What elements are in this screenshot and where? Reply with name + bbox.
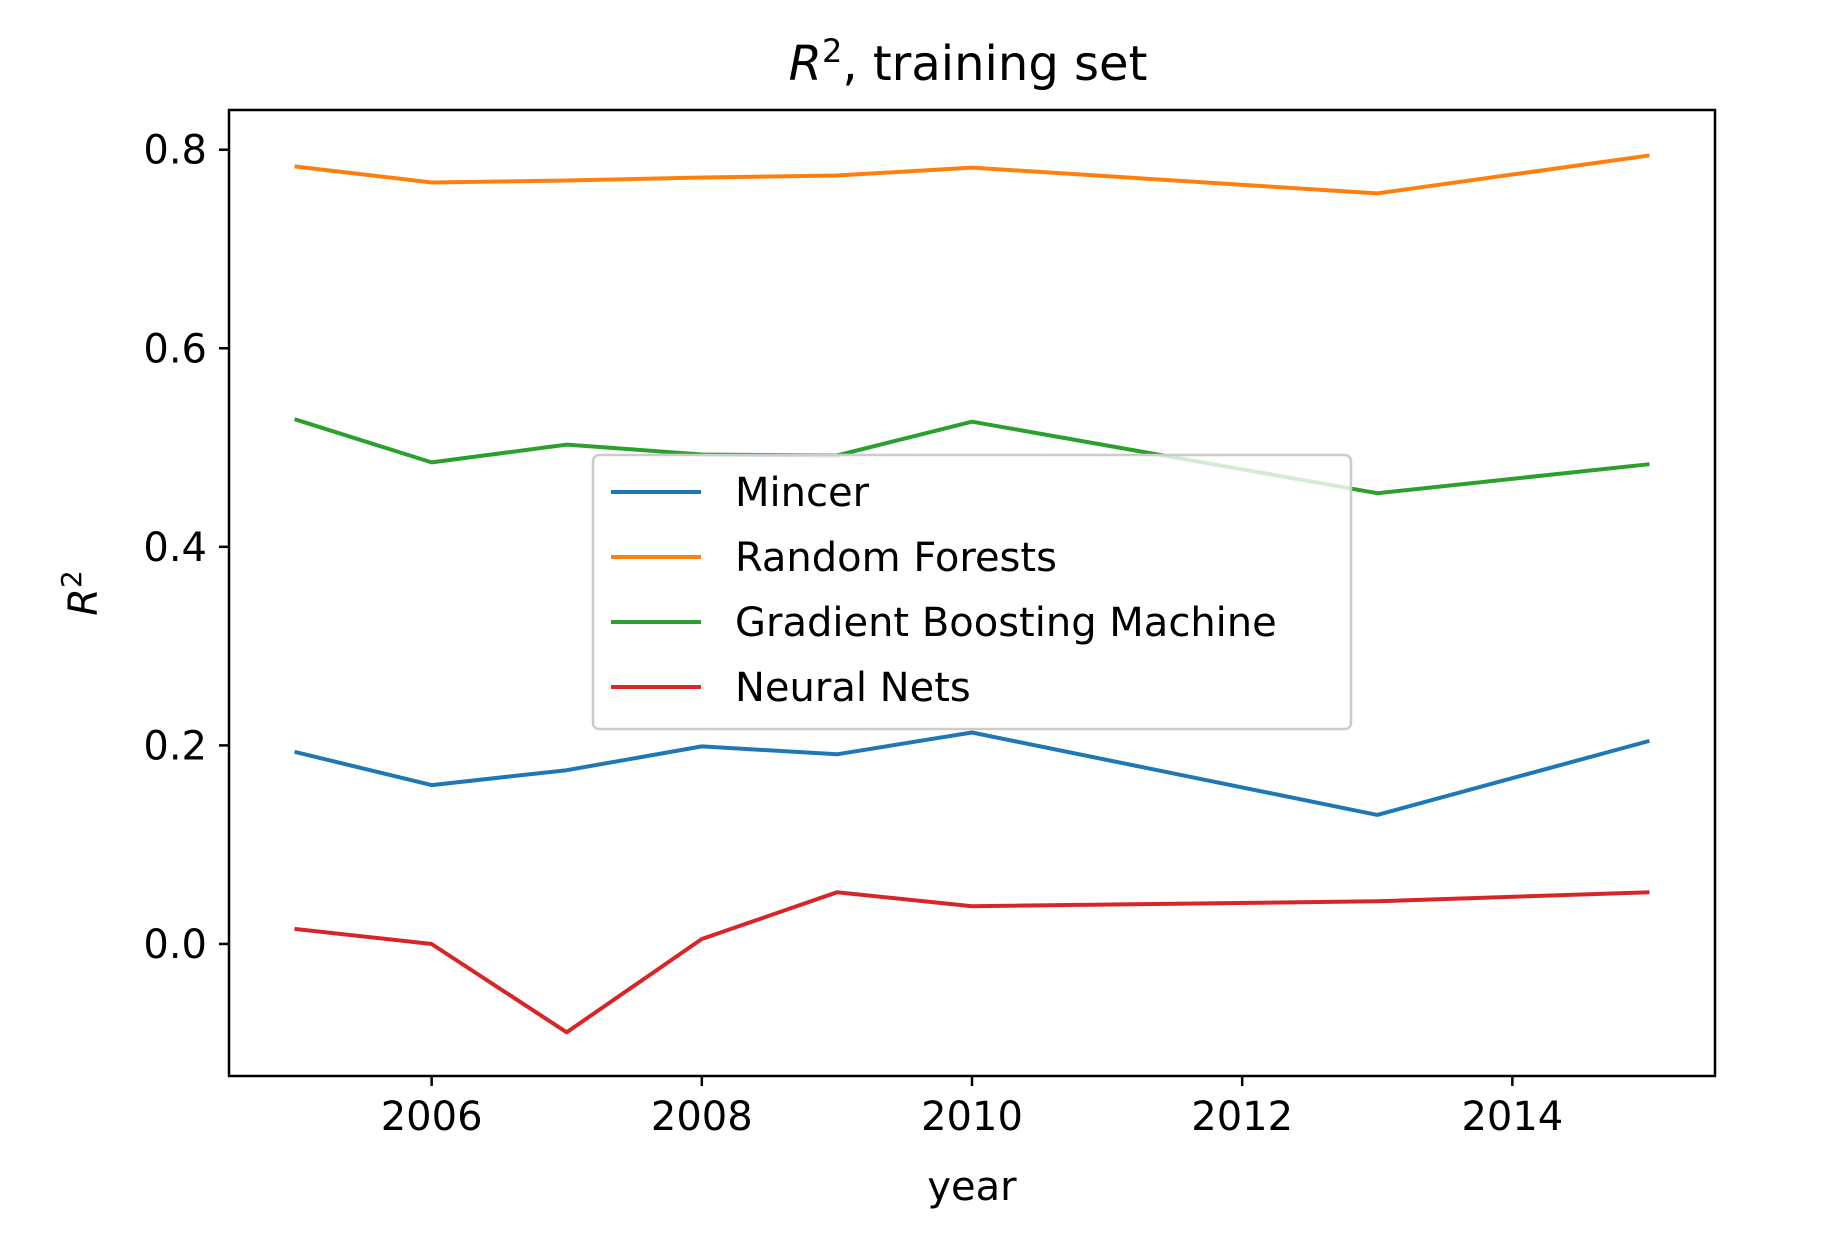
series-line-mincer [294, 730, 1650, 817]
ticks-layer: 2006 2008 2010 2012 2014 0.0 0.2 0.4 0.6 0.8 [143, 128, 1563, 1140]
title-italic: R [789, 36, 822, 92]
x-tick-label: 2010 [921, 1094, 1023, 1140]
legend-box [591, 453, 1353, 731]
chart-title: R2, training set [789, 32, 1148, 92]
y-tick-label: 0.4 [143, 525, 207, 571]
y-tick-label: 0.8 [143, 128, 207, 174]
series-line-neural-nets [294, 890, 1650, 1035]
legend-label: Random Forests [735, 535, 1057, 581]
ylabel-superscript: 2 [55, 570, 88, 588]
y-tick-label: 0.2 [143, 723, 207, 769]
legend-label: Mincer [735, 470, 870, 516]
legend-label: Gradient Boosting Machine [735, 600, 1277, 646]
y-axis-label: R2 [55, 570, 107, 616]
x-tick-label: 2014 [1461, 1094, 1563, 1140]
ylabel-italic: R [61, 588, 107, 616]
y-tick-label: 0.6 [143, 326, 207, 372]
legend: Mincer Random Forests Gradient Boosting Ma… [591, 453, 1353, 731]
title-rest: , training set [842, 36, 1147, 92]
x-axis-label: year [927, 1164, 1017, 1210]
legend-label: Neural Nets [735, 665, 971, 711]
x-tick-label: 2012 [1191, 1094, 1293, 1140]
title-superscript: 2 [822, 32, 842, 70]
x-tick-label: 2006 [381, 1094, 483, 1140]
x-tick-label: 2008 [651, 1094, 753, 1140]
series-line-random-forests [294, 153, 1650, 196]
axes-frame [227, 108, 1717, 1078]
y-tick-label: 0.0 [143, 922, 207, 968]
